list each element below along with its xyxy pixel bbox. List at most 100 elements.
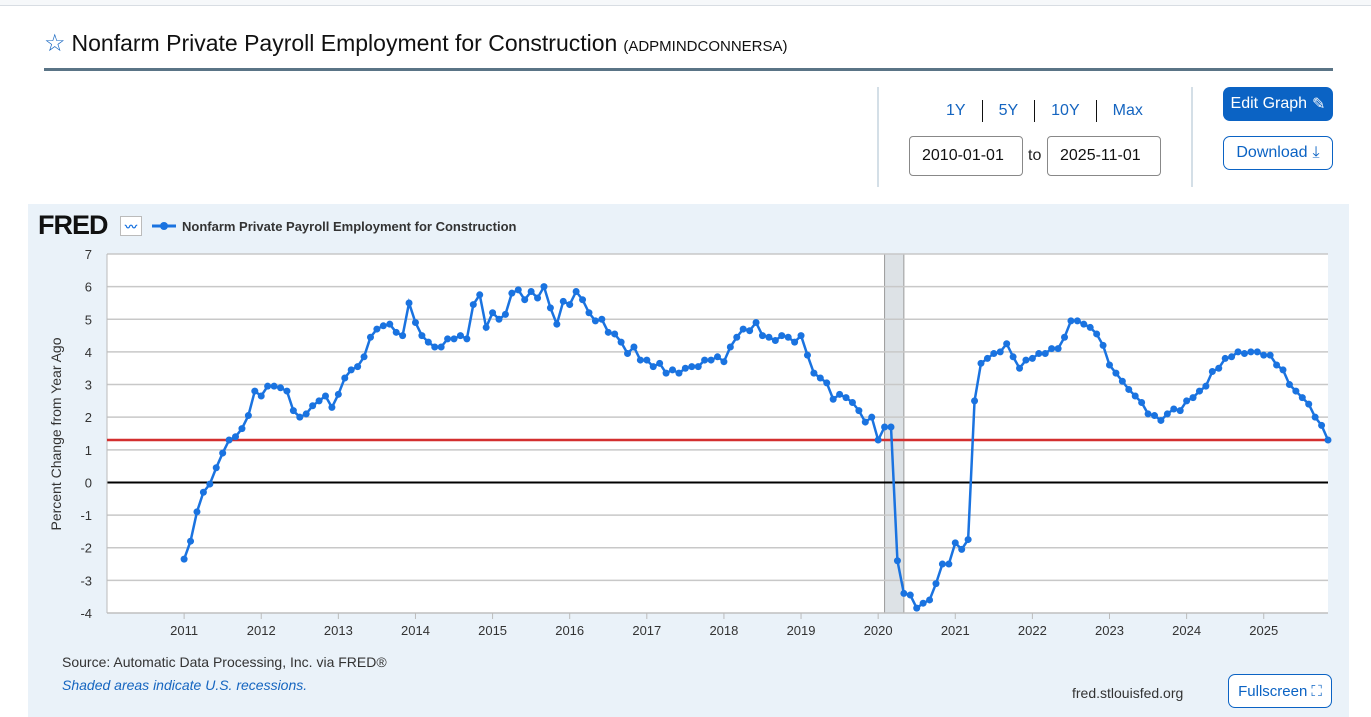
data-point [405,299,413,307]
x-tick-label: 2024 [1172,623,1201,638]
data-point [1016,364,1024,372]
data-point [1183,397,1191,405]
x-tick-label: 2025 [1249,623,1278,638]
data-point [752,319,760,327]
data-point [1189,394,1197,402]
data-point [803,351,811,359]
data-point [829,395,837,403]
data-point [566,301,574,309]
y-tick-label: 4 [85,345,92,360]
download-icon: ⤓ [1312,144,1320,161]
data-point [437,343,445,351]
data-point [1273,361,1281,369]
data-point [1163,410,1171,418]
data-point [1003,340,1011,348]
data-point [424,338,432,346]
fullscreen-label: Fullscreen [1238,682,1308,700]
chart-type-icon[interactable]: 〰 [120,216,142,236]
data-point [264,382,272,390]
start-date-input[interactable] [909,136,1023,176]
data-point [514,286,522,294]
range-max[interactable]: Max [1112,102,1143,119]
data-point [1073,317,1081,325]
fullscreen-icon: ⛶ [1311,682,1322,700]
data-point [244,412,252,420]
data-point [456,332,464,340]
download-button[interactable]: Download ⤓ [1223,136,1333,170]
data-point [508,289,516,297]
data-point [881,423,889,431]
data-point [842,394,850,402]
range-1y[interactable]: 1Y [930,100,983,122]
data-point [347,366,355,374]
edit-graph-button[interactable]: Edit Graph ✎ [1223,87,1333,121]
favorite-star-icon[interactable]: ☆ [44,30,66,57]
y-tick-label: 7 [85,247,92,262]
data-point [521,296,529,304]
y-tick-label: 0 [85,475,92,490]
data-point [636,356,644,364]
data-point [906,591,914,599]
data-point [534,294,542,302]
data-point [1086,323,1094,331]
data-point [1009,353,1017,361]
data-point [1061,333,1069,341]
x-tick-label: 2011 [170,623,198,638]
range-5y[interactable]: 5Y [983,100,1036,122]
y-tick-label: -4 [80,606,92,621]
fullscreen-button[interactable]: Fullscreen ⛶ [1228,674,1332,708]
data-point [553,320,561,328]
data-point [1318,421,1326,429]
data-point [283,387,291,395]
data-point [489,309,497,317]
plot-area [107,254,1328,613]
data-point [714,353,721,361]
data-point [193,508,201,516]
data-point [624,350,632,358]
x-tick-label: 2018 [709,623,738,638]
series-id: (ADPMINDCONNERSA) [623,38,788,55]
x-tick-label: 2021 [941,623,970,638]
data-point [302,410,310,418]
data-point [945,560,953,568]
data-point [418,332,426,340]
data-point [649,363,657,371]
data-point [1157,416,1165,424]
data-point [379,322,387,330]
data-point [958,545,966,553]
data-point [1311,413,1319,421]
y-tick-label: -2 [80,541,92,556]
x-tick-label: 2016 [555,623,584,638]
x-tick-label: 2020 [864,623,893,638]
data-point [1022,356,1030,364]
data-point [977,359,985,367]
x-tick-label: 2015 [478,623,507,638]
data-point [739,325,747,333]
data-point [1054,345,1062,353]
data-point [887,423,895,431]
range-10y[interactable]: 10Y [1035,100,1097,122]
data-point [341,374,349,382]
data-point [1131,392,1139,400]
to-label: to [1028,147,1042,164]
data-point [778,332,786,340]
data-point [559,297,567,305]
data-point [212,464,220,472]
data-point [1202,382,1210,390]
data-point [900,589,908,597]
data-point [1285,381,1293,389]
data-point [1112,369,1120,377]
data-point [187,537,195,545]
chart-legend: 〰 Nonfarm Private Payroll Employment for… [120,216,516,236]
end-date-input[interactable] [1047,136,1161,176]
range-selector: 1Y 5Y 10Y Max [930,100,1159,122]
data-point [1298,394,1306,402]
data-point [964,536,972,544]
x-tick-label: 2022 [1018,623,1047,638]
data-point [758,332,766,340]
data-point [354,363,362,371]
data-point [1093,330,1101,338]
source-note: Source: Automatic Data Processing, Inc. … [62,654,387,670]
data-point [1125,385,1133,393]
